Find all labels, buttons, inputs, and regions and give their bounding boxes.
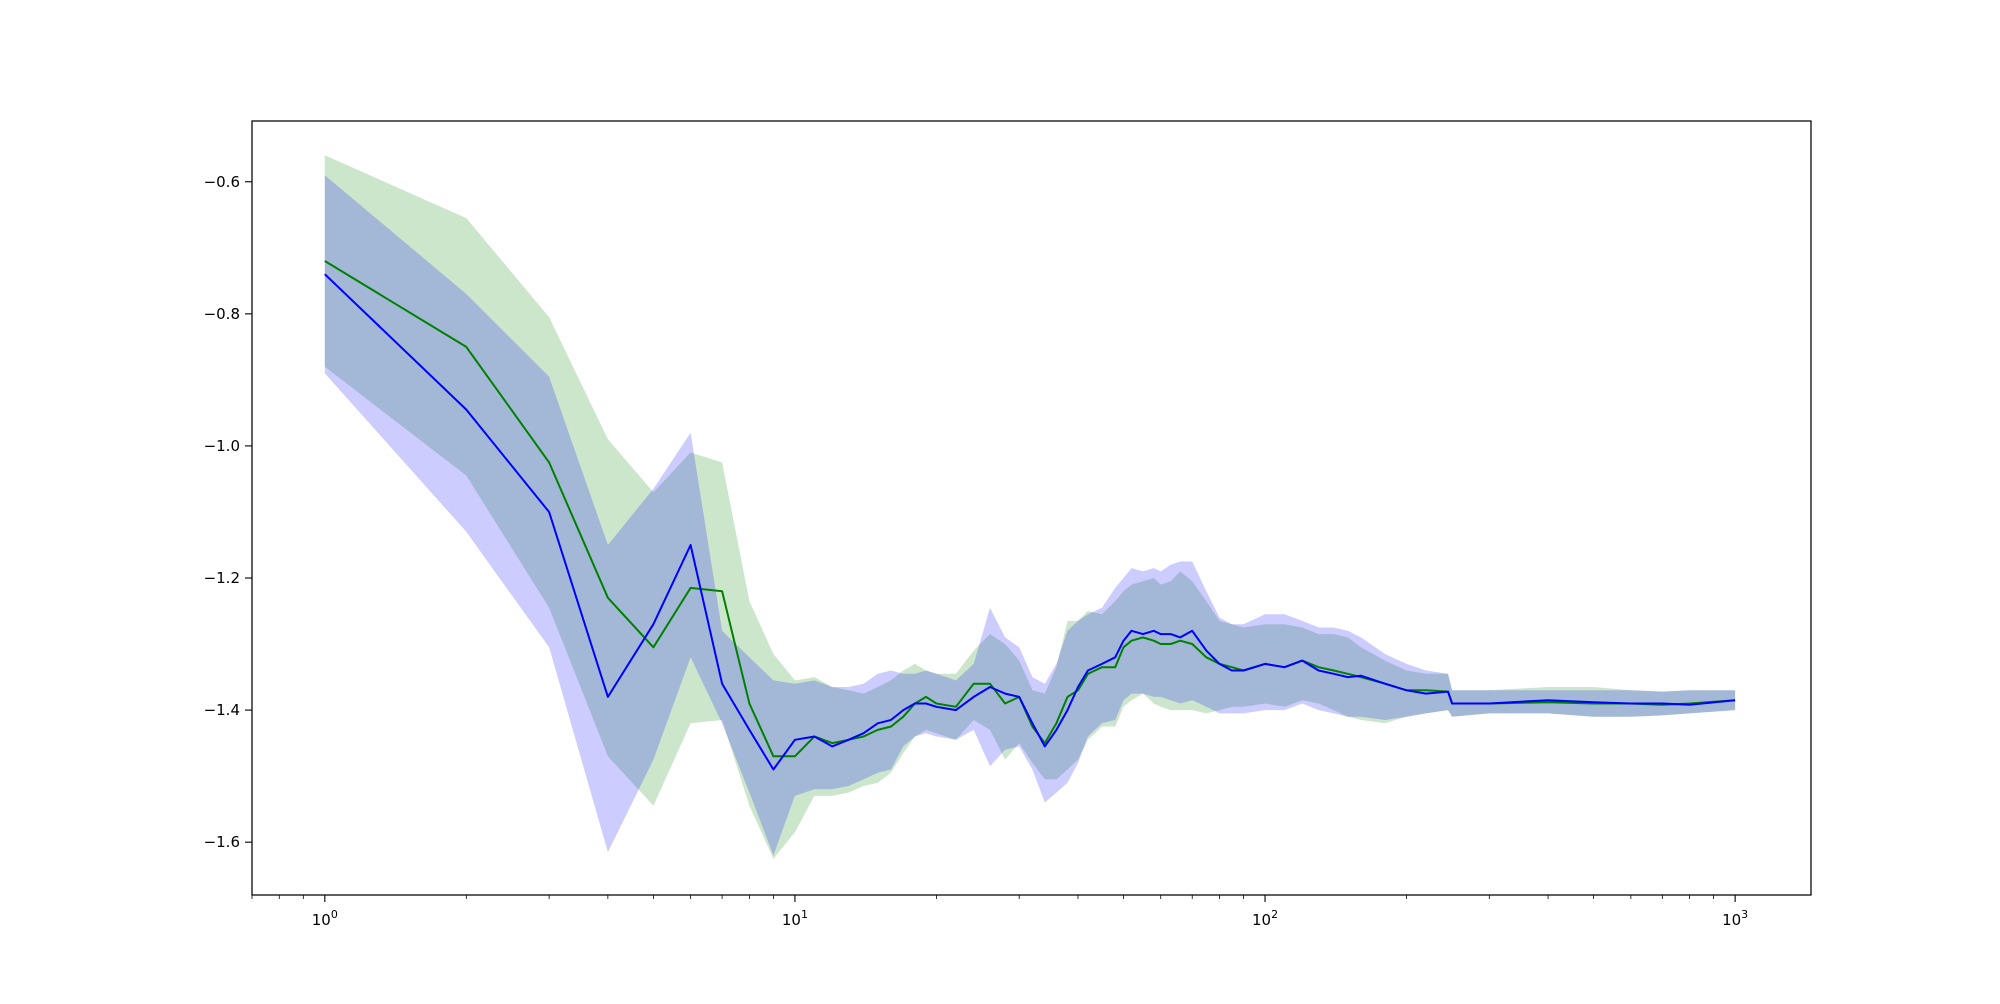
x-tick-label: 102: [1252, 908, 1278, 929]
y-tick-label: −1.2: [204, 569, 240, 587]
y-tick-label: −0.8: [204, 305, 240, 323]
x-tick-label-base: 10: [312, 911, 331, 929]
y-tick-label: −1.0: [204, 437, 240, 455]
series-lines: [324, 260, 1736, 771]
x-tick-label-exponent: 0: [331, 908, 338, 921]
x-tick-label: 101: [782, 908, 808, 929]
x-tick-label: 100: [312, 908, 338, 929]
x-tick-label-exponent: 1: [801, 908, 808, 921]
x-axis: 100 101 102 103: [251, 895, 1748, 929]
y-tick-label: −1.6: [204, 833, 240, 851]
y-tick-label: −1.4: [204, 701, 240, 719]
y-tick-label: −0.6: [204, 173, 240, 191]
series-2-line: [324, 273, 1736, 771]
x-tick-label-base: 10: [1252, 911, 1271, 929]
series-2-band: [324, 175, 1736, 856]
x-tick-label-base: 10: [1722, 911, 1741, 929]
x-tick-label-base: 10: [782, 911, 801, 929]
y-axis: −0.6 −0.8 −1.0 −1.2 −1.4 −1.6: [204, 173, 252, 851]
x-tick-label-exponent: 3: [1741, 908, 1748, 921]
x-tick-label: 103: [1722, 908, 1748, 929]
plot-area-frame: [251, 120, 1812, 896]
x-tick-label-exponent: 2: [1271, 908, 1278, 921]
